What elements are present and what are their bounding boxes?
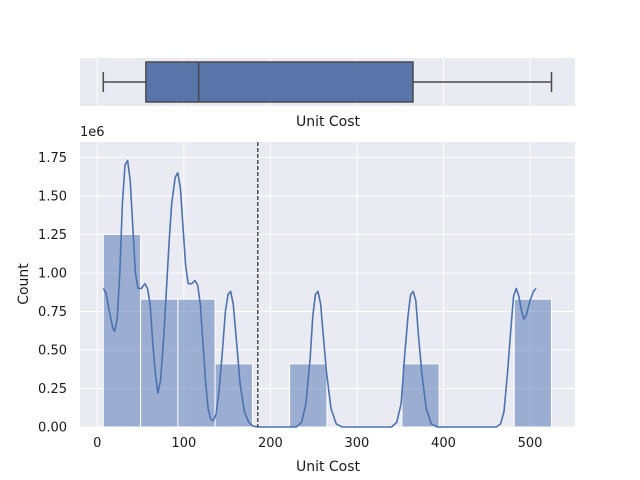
y-tick-label: 0.50 xyxy=(38,343,67,358)
kde-line xyxy=(102,159,537,428)
y-tick-label: 1.75 xyxy=(38,151,67,166)
histogram-ylabel: Count xyxy=(16,263,32,305)
boxplot-panel: Unit Cost xyxy=(80,58,575,130)
y-tick-label: 1.50 xyxy=(38,189,67,204)
x-tick-label: 100 xyxy=(171,436,196,451)
x-tick-labels: 0 100 200 300 400 500 xyxy=(93,436,542,451)
histogram-bar xyxy=(513,298,553,428)
iqr-box xyxy=(145,61,414,103)
x-tick-label: 300 xyxy=(345,436,370,451)
boxplot-xlabel: Unit Cost xyxy=(296,114,361,130)
x-tick-label: 400 xyxy=(431,436,456,451)
histogram-panel: 0 100 200 300 400 500 0.00 0.25 0.50 0.75 1.00 1.2… xyxy=(16,125,575,475)
y-tick-label: 0.75 xyxy=(38,305,67,320)
y-offset-label: 1e6 xyxy=(80,125,105,140)
kde-curve xyxy=(102,159,537,428)
histogram-xlabel: Unit Cost xyxy=(296,459,361,475)
y-tick-label: 0.00 xyxy=(38,421,67,436)
y-tick-label: 0.25 xyxy=(38,382,67,397)
histogram-bar xyxy=(177,298,216,428)
y-tick-label: 1.00 xyxy=(38,266,67,281)
x-tick-label: 500 xyxy=(518,436,543,451)
x-tick-label: 200 xyxy=(258,436,283,451)
histogram-bar xyxy=(140,298,179,428)
y-tick-labels: 0.00 0.25 0.50 0.75 1.00 1.25 1.50 1.75 xyxy=(38,151,67,436)
x-tick-label: 0 xyxy=(93,436,101,451)
boxplot-marks xyxy=(102,61,553,103)
histogram-bar xyxy=(401,363,440,428)
histogram-bars xyxy=(102,233,553,428)
y-tick-label: 1.25 xyxy=(38,228,67,243)
